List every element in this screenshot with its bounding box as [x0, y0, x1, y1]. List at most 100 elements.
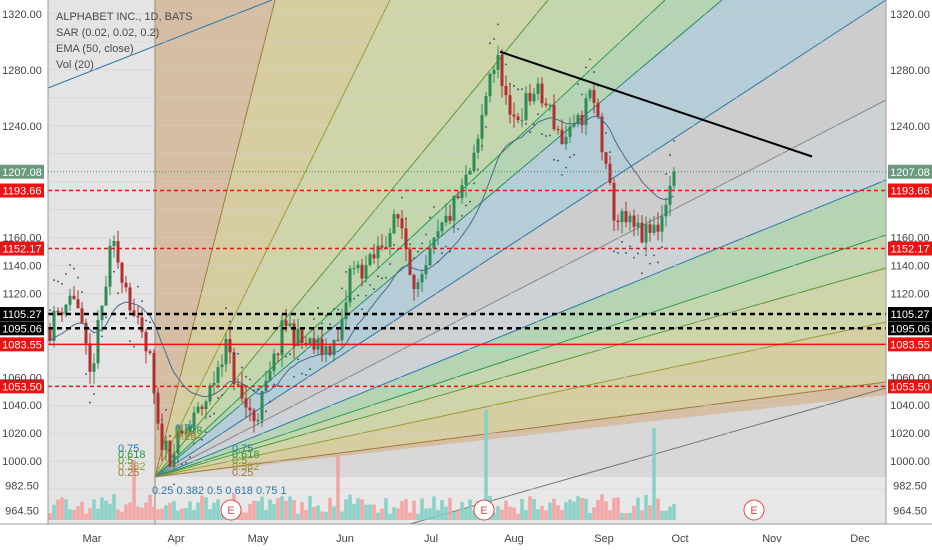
candle-body	[472, 152, 476, 171]
fib-ratio-label: 0.382	[118, 461, 146, 473]
sar-dot	[349, 298, 351, 301]
y-tick-left: 964.50	[5, 506, 39, 518]
candle-body	[244, 398, 248, 408]
candle-body	[372, 254, 376, 259]
sar-dot	[537, 113, 539, 116]
sar-dot	[385, 276, 387, 279]
volume-bar	[160, 508, 164, 520]
sar-dot	[321, 322, 323, 325]
sar-dot	[293, 375, 295, 378]
sar-dot	[253, 389, 255, 392]
volume-bar	[428, 508, 432, 520]
volume-bar	[144, 502, 148, 520]
sar-dot	[533, 123, 535, 126]
sar-dot	[405, 217, 407, 220]
candle-body	[384, 246, 388, 248]
y-tick-right: 1320.00	[890, 9, 930, 21]
sar-dot	[617, 251, 619, 254]
volume-bar	[612, 497, 616, 520]
sar-dot	[101, 335, 103, 338]
volume-bar	[176, 510, 180, 520]
candle-body	[468, 170, 472, 175]
sar-dot	[609, 151, 611, 154]
candle-body	[640, 222, 644, 243]
sar-dot	[621, 240, 623, 243]
candle-body	[596, 102, 600, 117]
sar-dot	[69, 264, 71, 266]
volume-bar	[172, 501, 176, 520]
y-tick-right: 1000.00	[890, 456, 930, 468]
y-tick-left: 982.50	[5, 481, 39, 493]
volume-bar	[76, 506, 80, 520]
candle-body	[72, 295, 76, 300]
candle-body	[516, 116, 520, 121]
volume-bar	[416, 513, 420, 520]
y-tick-right: 1280.00	[890, 65, 930, 77]
sar-dot	[273, 383, 275, 386]
volume-bar	[328, 497, 332, 520]
candle-body	[672, 171, 676, 186]
candle-body	[204, 401, 208, 410]
candle-body	[324, 346, 328, 354]
level-tag-right	[888, 337, 932, 352]
sar-dot	[557, 159, 559, 162]
sar-dot	[381, 277, 383, 280]
volume-bar	[648, 505, 652, 520]
candle-body	[160, 423, 164, 451]
candle-body	[288, 323, 292, 327]
volume-bar	[104, 500, 108, 520]
candle-body	[652, 224, 656, 233]
volume-bar	[84, 513, 88, 520]
volume-bar	[128, 502, 132, 520]
candle-body	[520, 119, 524, 121]
sar-dot	[201, 438, 203, 441]
trendline	[499, 50, 813, 158]
volume-bar	[260, 496, 264, 520]
volume-bar	[524, 510, 528, 520]
volume-bar	[448, 497, 452, 520]
sar-dot	[501, 54, 503, 57]
sar-dot	[361, 308, 363, 311]
fib-ratio-label: 0.5	[232, 455, 247, 467]
volume-bar	[560, 510, 564, 520]
sar-dot	[369, 284, 371, 286]
fib-ratio-label: 0.75	[118, 443, 139, 455]
sar-dot	[89, 401, 91, 404]
x-tick-label: Aug	[504, 533, 524, 545]
volume-bar	[220, 513, 224, 520]
sar-dot	[277, 384, 279, 387]
volume-bar	[276, 498, 280, 520]
y-tick-left: 1160.00	[3, 233, 42, 245]
volume-bar	[608, 510, 612, 520]
volume-bar	[576, 496, 580, 520]
sar-dot	[233, 352, 235, 355]
candle-body	[628, 215, 632, 223]
volume-bar	[600, 494, 604, 520]
volume-bar	[132, 460, 136, 520]
volume-bar	[364, 504, 368, 520]
candle-body	[428, 248, 432, 266]
candle-body	[136, 315, 140, 318]
candle-body	[260, 391, 264, 420]
sar-dot	[173, 483, 175, 486]
sar-dot	[193, 442, 195, 445]
volume-bar	[348, 494, 352, 520]
candle-body	[484, 96, 488, 115]
volume-bar	[268, 499, 272, 520]
volume-bar	[196, 502, 200, 520]
volume-bar	[256, 501, 260, 520]
candle-body	[128, 287, 132, 311]
sar-dot	[265, 410, 267, 413]
fib-ratio-label: 0.618	[118, 449, 146, 461]
sar-dot	[365, 294, 367, 297]
sar-dot	[497, 23, 499, 26]
sar-dot	[473, 182, 475, 185]
volume-bar	[120, 511, 124, 520]
fib-ratio-label: 0.75	[175, 423, 196, 435]
sar-dot	[237, 352, 239, 355]
candle-body	[52, 310, 56, 341]
candle-body	[532, 93, 536, 102]
candle-body	[476, 138, 480, 153]
level-tag-left	[0, 321, 44, 336]
